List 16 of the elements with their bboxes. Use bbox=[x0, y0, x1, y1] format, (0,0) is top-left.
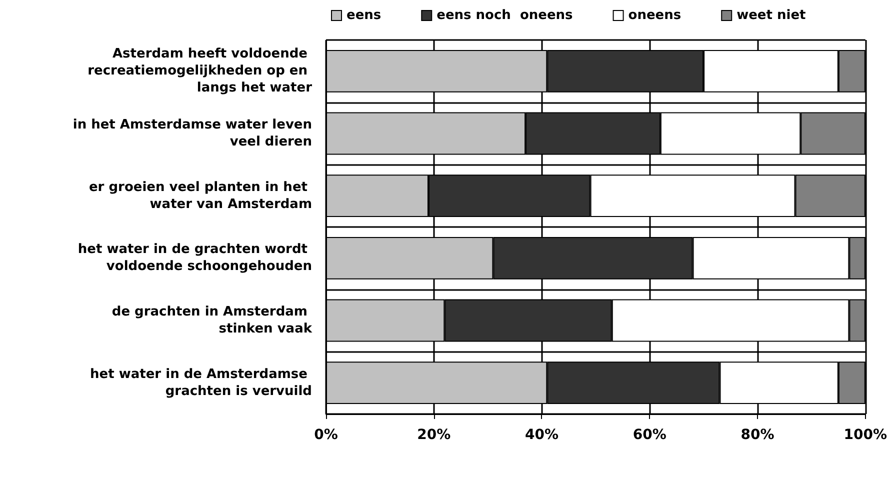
x-tick-label: 100% bbox=[844, 427, 888, 443]
legend-label: oneens bbox=[628, 8, 682, 23]
x-tick-label: 40% bbox=[524, 427, 559, 443]
y-tick-label: er groeien veel planten in het water van Amsterdam bbox=[88, 180, 312, 212]
x-tick-label: 60% bbox=[632, 427, 666, 443]
y-tick-label: de grachten in Amsterdam stinken vaak bbox=[112, 304, 312, 336]
y-tick-label: het water in de grachten wordt voldoende schoongehouden bbox=[78, 242, 312, 274]
y-tick-label: het water in de Amsterdamse grachten is vervuild bbox=[90, 366, 312, 399]
x-tick-label: 0% bbox=[314, 427, 338, 443]
x-tick-label: 80% bbox=[740, 427, 774, 443]
x-tick-label: 20% bbox=[417, 427, 451, 443]
legend-label: eens noch oneens bbox=[436, 8, 574, 23]
legend-label: eens bbox=[346, 8, 382, 23]
legend-label: weet niet bbox=[736, 8, 806, 23]
y-tick-label: Asterdam heeft voldoende recreatiemogelijkheden op en langs het water bbox=[88, 46, 313, 96]
y-tick-label: in het Amsterdamse water leven veel dieren bbox=[72, 118, 312, 150]
